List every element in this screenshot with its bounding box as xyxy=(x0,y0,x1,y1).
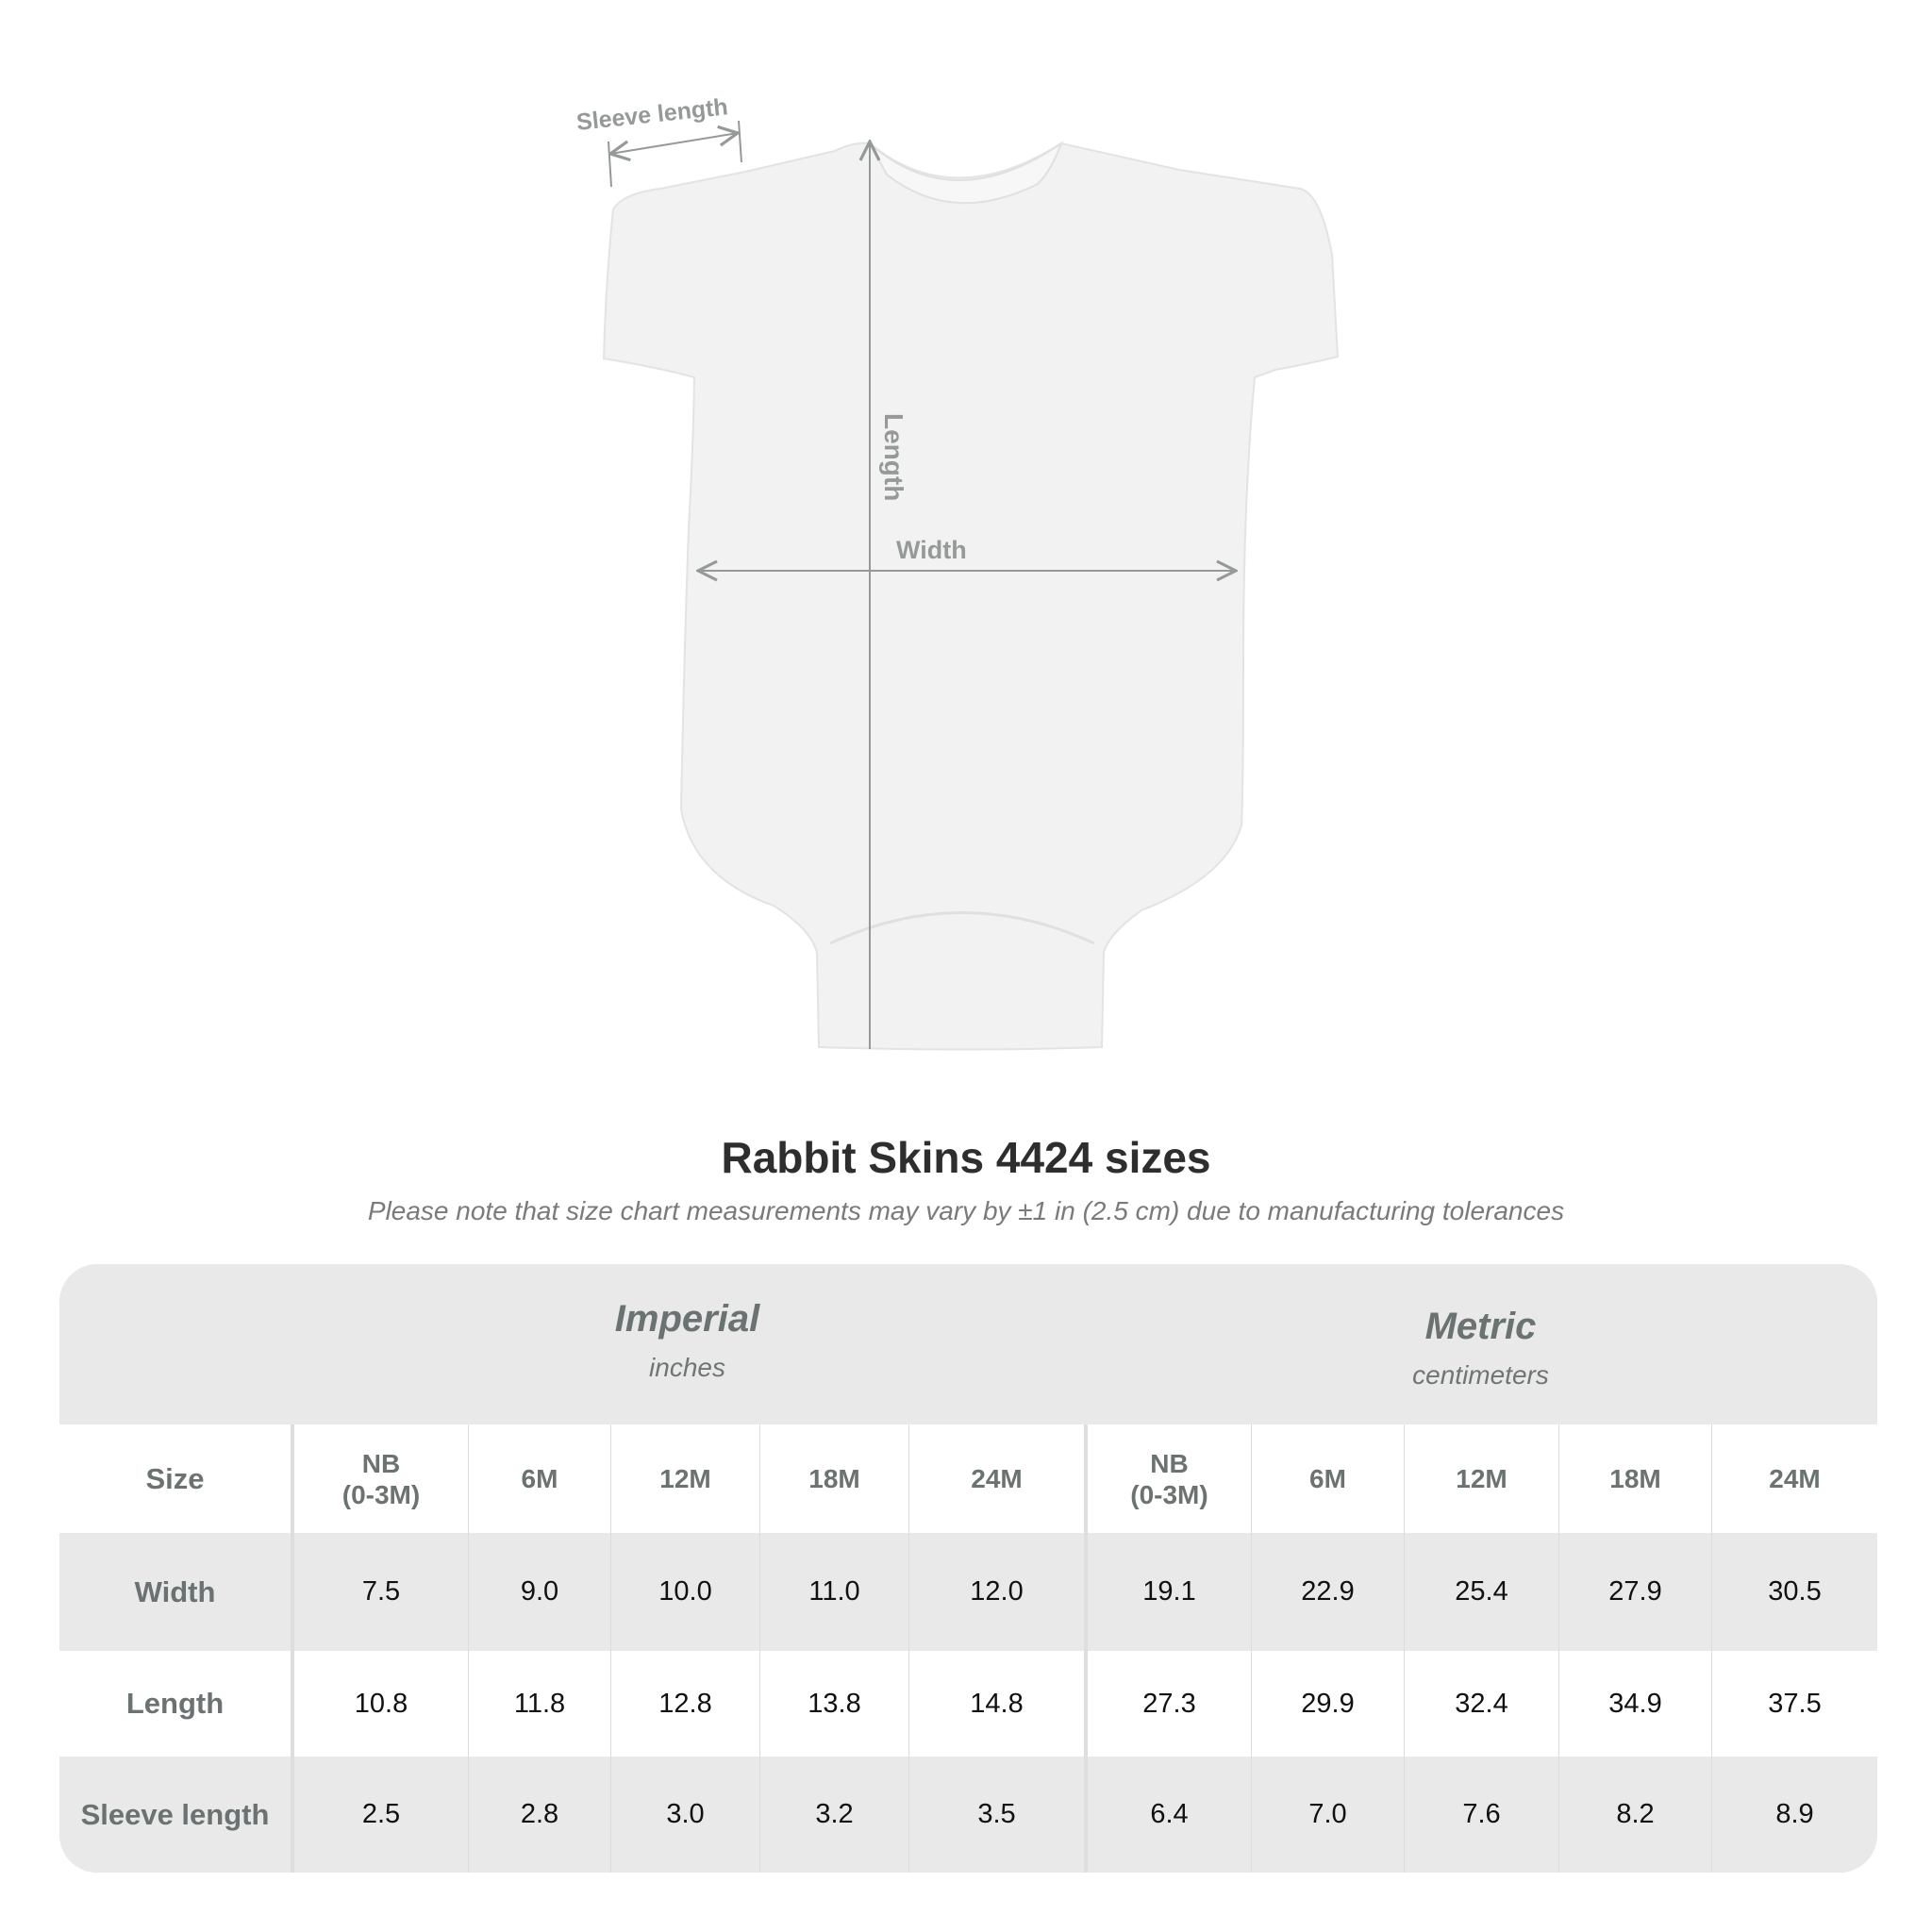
imperial-title: Imperial xyxy=(614,1298,760,1340)
collar xyxy=(869,141,1063,205)
size-header-metric: 18M xyxy=(1558,1424,1711,1533)
value-cell: 27.3 xyxy=(1084,1651,1251,1757)
value-cell: 32.4 xyxy=(1404,1651,1558,1757)
value-cell: 2.5 xyxy=(291,1757,468,1873)
value-cell: 37.5 xyxy=(1711,1651,1877,1757)
size-header-metric-text: NB (0-3M) xyxy=(1130,1448,1208,1510)
size-header-metric-line-1: NB xyxy=(1150,1448,1189,1478)
row-label: Length xyxy=(125,1687,225,1720)
value-cell: 2.8 xyxy=(468,1757,610,1873)
onesie-image xyxy=(602,142,1340,1051)
size-chart-table: Imperial inches Metric centimeters Size N… xyxy=(59,1264,1877,1873)
value-cell: 22.9 xyxy=(1251,1533,1404,1651)
value-cell: 7.6 xyxy=(1404,1757,1558,1873)
sleeve-tick-right xyxy=(738,120,742,163)
value-cell: 29.9 xyxy=(1251,1651,1404,1757)
metric-group-header: Metric centimeters xyxy=(1084,1272,1877,1432)
metric-unit: centimeters xyxy=(1412,1360,1549,1390)
value-cell: 25.4 xyxy=(1404,1533,1558,1651)
value-cell: 11.8 xyxy=(468,1651,610,1757)
value-cell: 13.8 xyxy=(759,1651,908,1757)
value-cell: 14.8 xyxy=(908,1651,1084,1757)
size-header-imperial: NB (0-3M) xyxy=(291,1424,468,1533)
width-label: Width xyxy=(896,536,967,564)
size-header-metric: NB (0-3M) xyxy=(1084,1424,1251,1533)
row-label: Width xyxy=(134,1574,216,1608)
size-header-imperial-line-2: (0-3M) xyxy=(341,1479,421,1509)
table-row-length: Length 10.8 11.8 12.8 13.8 14.8 27.3 29.9 32.4 34… xyxy=(59,1651,1877,1757)
size-header-metric: 12M xyxy=(1404,1424,1558,1533)
size-header-imperial-text: NB (0-3M) xyxy=(342,1448,420,1510)
size-column-label: Size xyxy=(145,1461,205,1495)
size-header-metric: 6M xyxy=(1251,1424,1404,1533)
imperial-unit: inches xyxy=(649,1353,725,1382)
value-cell: 12.8 xyxy=(610,1651,759,1757)
onesie-measurement-diagram: Sleeve length Length Width xyxy=(575,93,1340,1051)
value-cell: 7.5 xyxy=(291,1533,468,1651)
size-header-imperial: 6M xyxy=(468,1424,610,1533)
crotch-snap-flap xyxy=(829,911,1095,945)
tolerance-note: Please note that size chart measurements… xyxy=(367,1196,1565,1225)
imperial-group-header: Imperial inches xyxy=(291,1264,1084,1424)
size-header-imperial: 18M xyxy=(759,1424,908,1533)
size-header-imperial: 12M xyxy=(610,1424,759,1533)
value-cell: 11.0 xyxy=(759,1533,908,1651)
row-label: Sleeve length xyxy=(80,1797,270,1831)
size-header-imperial: 24M xyxy=(908,1424,1084,1533)
value-cell: 7.0 xyxy=(1251,1757,1404,1873)
table-row-width: Width 7.5 9.0 10.0 11.0 12.0 19.1 22.9 25.4 27.9 3… xyxy=(59,1533,1877,1651)
value-cell: 3.5 xyxy=(908,1757,1084,1873)
sleeve-tick-left xyxy=(608,141,612,188)
value-cell: 10.0 xyxy=(610,1533,759,1651)
metric-title: Metric xyxy=(1424,1306,1537,1347)
value-cell: 19.1 xyxy=(1084,1533,1251,1651)
value-cell: 8.2 xyxy=(1558,1757,1711,1873)
table-row-sleeve-length: Sleeve length 2.5 2.8 3.0 3.2 3.5 6.4 7.0 7.6 8.2… xyxy=(59,1757,1877,1873)
sleeve-length-arrow xyxy=(610,133,738,154)
sleeve-length-label: Sleeve length xyxy=(575,93,729,136)
value-cell: 3.2 xyxy=(759,1757,908,1873)
size-header-row: Size NB (0-3M) 6M 12M 18M 24M NB (0-3M) 6M 12M 18M 2… xyxy=(59,1424,1877,1533)
value-cell: 6.4 xyxy=(1084,1757,1251,1873)
size-header-imperial-line-1: NB xyxy=(361,1448,401,1478)
size-header-metric-line-2: (0-3M) xyxy=(1130,1479,1208,1509)
page-title: Rabbit Skins 4424 sizes xyxy=(721,1133,1211,1182)
value-cell: 12.0 xyxy=(908,1533,1084,1651)
size-header-metric: 24M xyxy=(1711,1424,1877,1533)
length-label: Length xyxy=(879,413,908,501)
value-cell: 27.9 xyxy=(1558,1533,1711,1651)
value-cell: 34.9 xyxy=(1558,1651,1711,1757)
value-cell: 8.9 xyxy=(1711,1757,1877,1873)
value-cell: 30.5 xyxy=(1711,1533,1877,1651)
value-cell: 3.0 xyxy=(610,1757,759,1873)
value-cell: 9.0 xyxy=(468,1533,610,1651)
value-cell: 10.8 xyxy=(291,1651,468,1757)
